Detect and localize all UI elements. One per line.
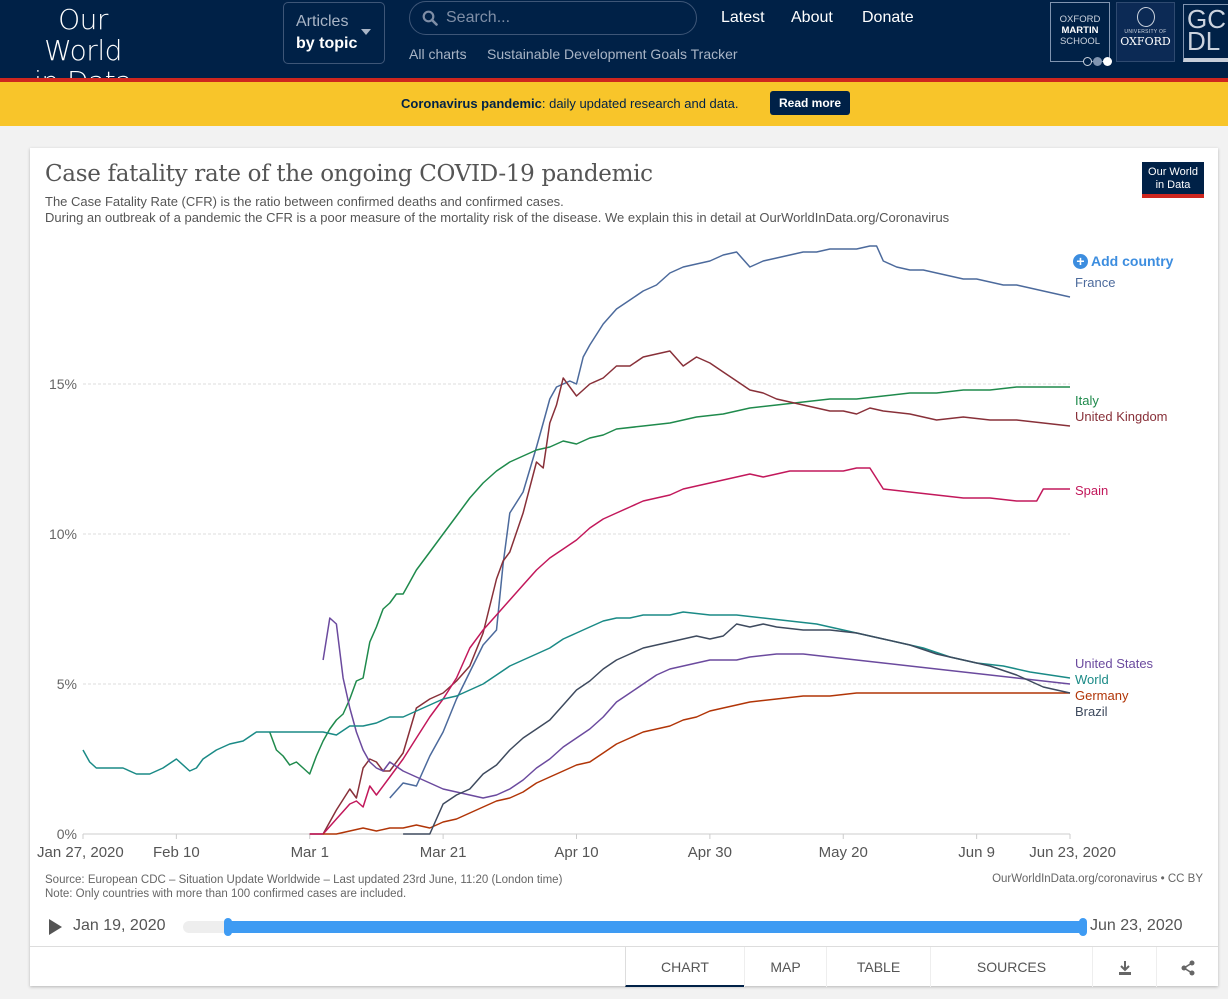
read-more-button[interactable]: Read more [770,91,851,115]
series-label: Germany [1075,688,1129,703]
source-text: Source: European CDC – Situation Update … [45,874,563,886]
nav-about[interactable]: About [791,9,833,26]
x-tick-label: Apr 10 [554,844,598,861]
chart-card: Case fatality rate of the ongoing COVID-… [30,148,1218,987]
series-line-france [389,245,1071,799]
series-line-italy [268,386,1070,775]
partner-text: GC [1187,4,1226,34]
note-text: Note: Only countries with more than 100 … [45,888,407,900]
site-header: Our World in Data Articles by topic Sear… [0,0,1228,97]
chart-source: Source: European CDC – Situation Update … [45,873,562,901]
badge-line: Our World [1148,166,1198,178]
search-input[interactable]: Search... [409,1,697,35]
logo-line-1: Our World [44,3,122,67]
series-line-world [82,611,1071,775]
university-of-oxford-logo[interactable]: UNIVERSITY OF OXFORD [1116,2,1175,62]
x-tick-label: Jan 27, 2020 [37,844,124,861]
tab-sources[interactable]: SOURCES [930,947,1092,987]
add-country-button[interactable]: + Add country [1073,253,1173,269]
badge-line: in Data [1155,179,1191,191]
x-tick-label: Apr 30 [688,844,732,861]
partner-text: UNIVERSITY OF [1124,29,1167,35]
series-line-germany [323,692,1070,835]
timeline-selected-range [228,921,1083,933]
nav-donate[interactable]: Donate [862,9,914,26]
series-line-united-states [322,617,1071,799]
x-tick-label: Jun 23, 2020 [1029,844,1116,861]
nav-latest[interactable]: Latest [721,9,765,26]
series-line-spain [309,467,1070,835]
owid-badge-logo[interactable]: Our World in Data [1142,162,1204,198]
nav-sdg-tracker[interactable]: Sustainable Development Goals Tracker [487,46,738,62]
timeline-start-handle[interactable] [224,918,232,936]
series-label: United States [1075,656,1154,671]
articles-by-topic-dropdown[interactable]: Articles by topic [283,2,385,64]
series-label: Spain [1075,483,1108,498]
circles-icon [1083,57,1112,66]
x-tick-label: May 20 [819,844,868,861]
timeline-end-label: Jun 23, 2020 [1090,917,1183,934]
series-label: World [1075,672,1109,687]
plus-circle-icon: + [1073,253,1088,269]
crest-icon [1136,7,1155,27]
search-icon [422,10,438,26]
chevron-down-icon [361,29,371,35]
gcdl-logo[interactable]: GC DL [1183,4,1228,62]
y-tick-label: 5% [57,676,77,692]
timeline-slider-track[interactable] [183,918,1087,936]
series-label: Brazil [1075,704,1108,719]
nav-all-charts[interactable]: All charts [409,46,467,62]
x-tick-label: Mar 21 [420,844,467,861]
partner-text: OXFORD [1059,14,1101,25]
tab-chart[interactable]: CHART [625,947,744,987]
timeline-end-handle[interactable] [1079,918,1087,936]
series-label: United Kingdom [1075,409,1168,424]
series-line-brazil [403,623,1071,835]
partner-text: DL [1187,26,1221,56]
y-tick-label: 15% [49,376,77,392]
banner-bold[interactable]: Coronavirus pandemic [401,96,542,111]
series-label: Italy [1075,393,1099,408]
articles-sub-label: by topic [296,35,358,52]
play-icon[interactable] [49,919,62,935]
chart-subtitle: The Case Fatality Rate (CFR) is the rati… [45,194,949,226]
y-tick-label: 10% [49,526,77,542]
download-button[interactable] [1092,947,1156,987]
articles-label: Articles [296,13,349,30]
tab-table[interactable]: TABLE [826,947,930,987]
series-line-united-kingdom [309,350,1071,835]
add-country-label: Add country [1091,253,1174,269]
banner-rest: : daily updated research and data. [541,96,739,111]
download-icon [1118,961,1131,976]
partner-text: MARTIN [1061,25,1099,36]
series-label: France [1075,275,1115,290]
search-placeholder: Search... [446,9,511,26]
x-tick-label: Mar 1 [291,844,329,861]
partner-text: OXFORD [1120,35,1171,48]
chart-title: Case fatality rate of the ongoing COVID-… [45,161,653,187]
y-tick-label: 0% [57,826,77,842]
share-button[interactable] [1156,947,1218,987]
x-tick-label: Feb 10 [153,844,200,861]
coronavirus-banner: Coronavirus pandemic: daily updated rese… [0,82,1228,126]
x-tick-label: Jun 9 [958,844,995,861]
timeline-start-label: Jan 19, 2020 [73,917,166,934]
chart-tabs: CHART MAP TABLE SOURCES [30,946,1218,987]
timeline: Jan 19, 2020 Jun 23, 2020 [45,914,1205,940]
share-icon [1181,960,1194,976]
line-chart: 0% 5% 10% 15% Jan 27, 2020 Feb 10 Mar 1 Mar 21 A… [37,245,1168,861]
tab-map[interactable]: MAP [744,947,826,987]
partner-text: SCHOOL [1059,36,1101,47]
oxford-martin-school-logo[interactable]: OXFORD MARTIN SCHOOL [1050,2,1112,66]
chart-license[interactable]: OurWorldInData.org/coronavirus • CC BY [992,873,1203,885]
header-divider [0,78,1228,82]
subtitle-line: The Case Fatality Rate (CFR) is the rati… [45,194,564,209]
banner-text: Coronavirus pandemic: daily updated rese… [401,96,738,111]
subtitle-line[interactable]: During an outbreak of a pandemic the CFR… [45,210,950,225]
